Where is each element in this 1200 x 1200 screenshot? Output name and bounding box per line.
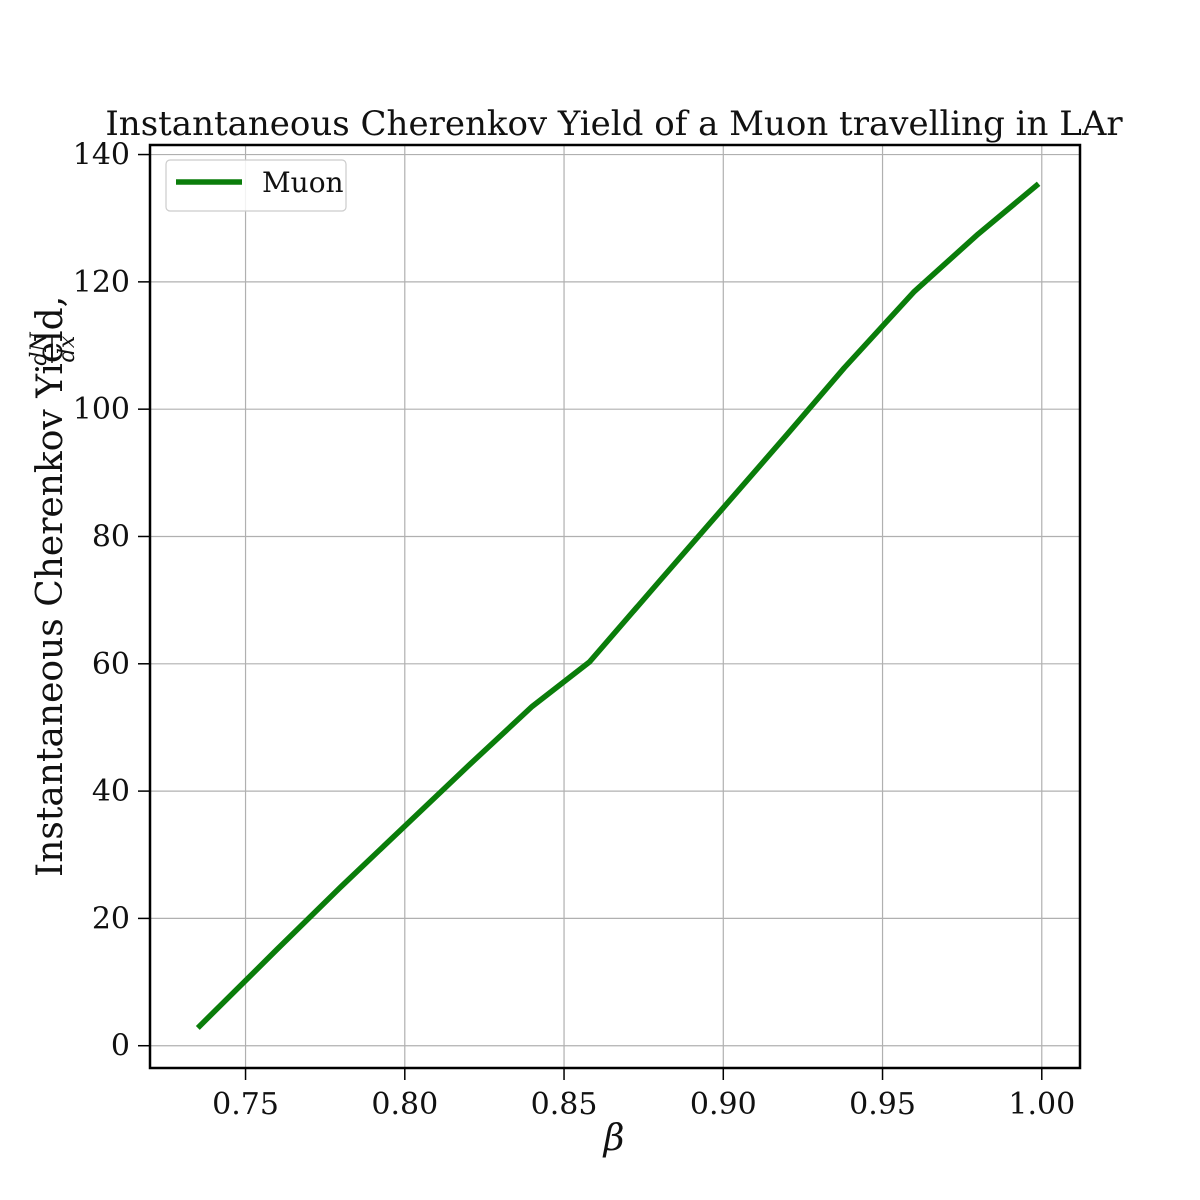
x-tick-label: 0.75	[212, 1087, 279, 1122]
series-layer	[195, 181, 1041, 1030]
x-tick-label: 1.00	[1008, 1087, 1075, 1122]
y-tick-label: 120	[73, 265, 130, 300]
grid-layer	[150, 145, 1080, 1068]
x-tick-label: 0.90	[690, 1087, 757, 1122]
y-tick-label: 60	[92, 647, 130, 682]
y-tick-label: 20	[92, 901, 130, 936]
x-tick-label: 0.80	[371, 1087, 438, 1122]
x-axis-label: β	[602, 1118, 625, 1159]
y-tick-label: 140	[73, 138, 130, 173]
plot-frame	[148, 143, 1082, 1070]
x-tick-label: 0.95	[849, 1087, 916, 1122]
y-axis-label-denominator: dx	[55, 335, 80, 362]
y-axis-label-numerator: dN	[27, 332, 52, 366]
y-axis-label: Instantaneous Cherenkov Yield, dN dx	[27, 296, 80, 877]
y-tick-label: 80	[92, 519, 130, 554]
legend-label-muon: Muon	[262, 166, 344, 199]
y-tick-label: 100	[73, 392, 130, 427]
legend-box	[165, 159, 347, 212]
y-axis-label-text: Instantaneous Cherenkov Yield,	[30, 296, 71, 877]
y-tick-label: 40	[92, 774, 130, 809]
legend: Muon	[165, 159, 347, 212]
chart-title: Instantaneous Cherenkov Yield of a Muon …	[105, 104, 1123, 144]
series-line-muon	[195, 181, 1041, 1030]
tick-layer: 0.75 0.80 0.85 0.90 0.95 1.00 0 20 40 60 80 100 120 1…	[73, 138, 1075, 1122]
x-tick-label: 0.85	[531, 1087, 598, 1122]
y-tick-label: 0	[111, 1029, 130, 1064]
